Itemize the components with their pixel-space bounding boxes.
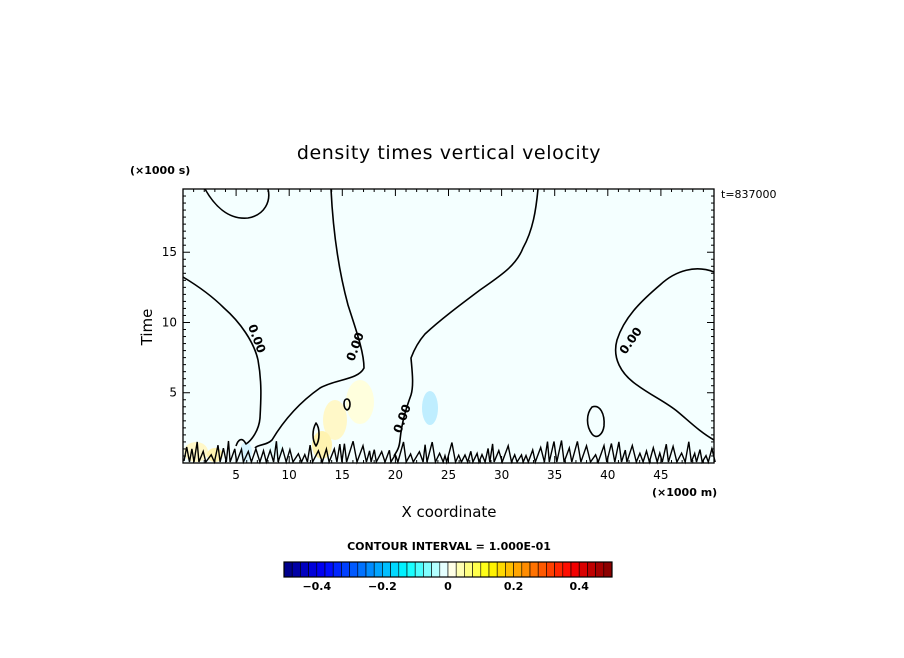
y-unit-label: (×1000 s) xyxy=(130,164,190,177)
colorbar-cell xyxy=(554,561,564,578)
colorbar-cell xyxy=(382,561,391,578)
x-tick-label: 10 xyxy=(282,468,297,482)
colorbar-cell xyxy=(537,561,547,578)
contour-noise xyxy=(183,440,716,465)
x-unit-label: (×1000 m) xyxy=(652,486,717,499)
colorbar-tick-label: −0.4 xyxy=(302,580,331,593)
colorbar-cell xyxy=(406,561,416,578)
colorbar-cell xyxy=(349,561,359,578)
time-stamp: t=837000 xyxy=(721,188,777,201)
colorbar-cell xyxy=(308,561,318,578)
colorbar-cell xyxy=(595,561,605,578)
colorbar-tick-label: 0.2 xyxy=(504,580,524,593)
contour-line xyxy=(254,188,365,449)
colorbar-cell xyxy=(603,561,613,578)
colorbar-cell xyxy=(472,561,482,578)
colorbar-cell xyxy=(373,561,383,578)
x-tick-label: 25 xyxy=(441,468,456,482)
colorbar-cell xyxy=(496,561,506,578)
x-tick-label: 20 xyxy=(388,468,403,482)
x-axis-label: X coordinate xyxy=(401,503,496,521)
shade-blob xyxy=(346,380,374,424)
shade-blob xyxy=(323,400,347,440)
colorbar-cell xyxy=(332,561,342,578)
colorbar-cell xyxy=(341,561,350,578)
contour-line xyxy=(204,188,270,219)
chart-title: density times vertical velocity xyxy=(297,142,601,164)
colorbar-cell xyxy=(365,561,375,578)
colorbar-tick-label: 0.4 xyxy=(569,580,589,593)
colorbar-cell xyxy=(455,561,465,578)
contour-line xyxy=(614,268,715,441)
contour-line xyxy=(393,188,539,457)
x-tick-label: 5 xyxy=(232,468,240,482)
colorbar-cell xyxy=(513,561,523,578)
colorbar-cell xyxy=(283,561,293,578)
colorbar-tick-label: 0 xyxy=(444,580,452,593)
colorbar-cell xyxy=(423,561,432,578)
colorbar-cell xyxy=(562,561,572,578)
colorbar-cell xyxy=(480,561,490,578)
colorbar-cell xyxy=(488,561,498,578)
x-tick-label: 45 xyxy=(653,468,668,482)
x-tick-label: 35 xyxy=(547,468,562,482)
contour-line xyxy=(343,398,351,411)
contour-line xyxy=(586,405,605,438)
colorbar-cell xyxy=(570,561,580,578)
shade-blob xyxy=(269,441,283,459)
y-tick-label: 5 xyxy=(169,386,177,400)
colorbar-frame xyxy=(283,561,613,578)
colorbar-cell xyxy=(357,561,367,578)
x-tick-label: 40 xyxy=(600,468,615,482)
contour-interval-text: CONTOUR INTERVAL = 1.000E-01 xyxy=(347,540,551,553)
colorbar-cell xyxy=(546,561,555,578)
contour-line xyxy=(312,422,320,447)
colorbar-cell xyxy=(521,561,531,578)
y-axis-label: Time xyxy=(138,309,156,347)
colorbar-cell xyxy=(291,561,301,578)
colorbar-tick-label: −0.2 xyxy=(368,580,397,593)
contour-line xyxy=(182,276,262,447)
x-tick-label: 30 xyxy=(494,468,509,482)
colorbar-cell xyxy=(464,561,473,578)
colorbar-cell xyxy=(324,561,334,578)
colorbar-cell xyxy=(529,561,539,578)
x-tick-label: 15 xyxy=(335,468,350,482)
plot-background xyxy=(183,189,714,463)
colorbar-cell xyxy=(300,561,309,578)
colorbar-cell xyxy=(447,561,457,578)
y-tick-label: 15 xyxy=(162,245,177,259)
colorbar: −0.4 −0.2 0 0.2 0.4 xyxy=(283,561,613,593)
colorbar-cell xyxy=(398,561,408,578)
colorbar-cell xyxy=(578,561,588,578)
shade-blob xyxy=(422,391,438,425)
colorbar-cell xyxy=(587,561,596,578)
colorbar-cell xyxy=(390,561,400,578)
colorbar-cell xyxy=(431,561,441,578)
y-tick-label: 10 xyxy=(162,315,177,329)
colorbar-cell xyxy=(316,561,326,578)
colorbar-cell xyxy=(414,561,424,578)
colorbar-cell xyxy=(505,561,514,578)
colorbar-cell xyxy=(439,561,449,578)
